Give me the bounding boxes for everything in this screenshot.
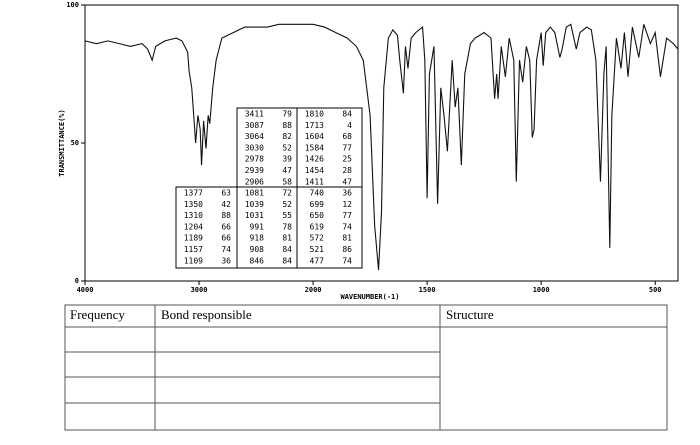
peak-transmittance: 79 bbox=[282, 110, 292, 119]
x-tick-label: 1000 bbox=[533, 286, 550, 294]
table-header: Frequency bbox=[70, 307, 125, 322]
peak-wavenumber: 1310 bbox=[184, 211, 203, 220]
peak-wavenumber: 650 bbox=[310, 211, 325, 220]
peak-transmittance: 39 bbox=[282, 155, 292, 164]
peak-transmittance: 12 bbox=[342, 200, 352, 209]
y-axis-label: TRANSMITTANCE(%) bbox=[58, 109, 66, 176]
peak-transmittance: 66 bbox=[221, 222, 231, 231]
peak-wavenumber: 1081 bbox=[245, 189, 264, 198]
peak-wavenumber: 846 bbox=[250, 256, 265, 265]
peak-wavenumber: 1584 bbox=[305, 143, 324, 152]
peak-transmittance: 4 bbox=[347, 121, 352, 130]
peak-transmittance: 86 bbox=[342, 245, 352, 254]
peak-transmittance: 63 bbox=[221, 189, 231, 198]
peak-transmittance: 81 bbox=[282, 234, 292, 243]
peak-transmittance: 84 bbox=[282, 256, 292, 265]
peak-wavenumber: 3087 bbox=[245, 121, 264, 130]
plot-frame bbox=[84, 4, 679, 282]
peak-wavenumber: 1604 bbox=[305, 132, 324, 141]
peak-transmittance: 77 bbox=[342, 211, 352, 220]
table-header: Bond responsible bbox=[161, 307, 252, 322]
peak-transmittance: 88 bbox=[282, 121, 292, 130]
peak-wavenumber: 3411 bbox=[245, 110, 264, 119]
peak-wavenumber: 3064 bbox=[245, 132, 264, 141]
peak-transmittance: 84 bbox=[342, 110, 352, 119]
peak-wavenumber: 2906 bbox=[245, 177, 264, 186]
peak-transmittance: 36 bbox=[342, 189, 352, 198]
worksheet-table bbox=[64, 304, 668, 431]
table-header: Structure bbox=[446, 307, 494, 322]
peak-wavenumber: 908 bbox=[250, 245, 265, 254]
peak-wavenumber: 521 bbox=[310, 245, 325, 254]
peak-wavenumber: 1810 bbox=[305, 110, 324, 119]
peak-transmittance: 28 bbox=[342, 166, 352, 175]
y-tick-label: 0 bbox=[75, 277, 79, 285]
peak-table-box bbox=[175, 186, 363, 269]
peak-wavenumber: 1350 bbox=[184, 200, 203, 209]
peak-transmittance: 81 bbox=[342, 234, 352, 243]
peak-transmittance: 58 bbox=[282, 177, 292, 186]
x-tick-label: 2000 bbox=[305, 286, 322, 294]
peak-wavenumber: 1454 bbox=[305, 166, 324, 175]
peak-wavenumber: 3030 bbox=[245, 143, 264, 152]
peak-transmittance: 82 bbox=[282, 132, 292, 141]
peak-wavenumber: 1039 bbox=[245, 200, 264, 209]
peak-transmittance: 36 bbox=[221, 256, 231, 265]
peak-transmittance: 74 bbox=[342, 222, 352, 231]
peak-wavenumber: 2939 bbox=[245, 166, 264, 175]
peak-transmittance: 52 bbox=[282, 200, 292, 209]
peak-transmittance: 68 bbox=[342, 132, 352, 141]
peak-wavenumber: 477 bbox=[310, 256, 325, 265]
spectrum-line bbox=[84, 23, 679, 271]
peak-transmittance: 47 bbox=[282, 166, 292, 175]
peak-wavenumber: 1426 bbox=[305, 155, 324, 164]
peak-wavenumber: 740 bbox=[310, 189, 325, 198]
x-tick-label: 3000 bbox=[191, 286, 208, 294]
x-axis-label: WAVENUMBER(-1) bbox=[340, 293, 399, 301]
peak-wavenumber: 1189 bbox=[184, 234, 203, 243]
peak-wavenumber: 1713 bbox=[305, 121, 324, 130]
x-tick-label: 1500 bbox=[419, 286, 436, 294]
peak-wavenumber: 991 bbox=[250, 222, 265, 231]
peak-wavenumber: 1109 bbox=[184, 256, 203, 265]
y-tick-label: 50 bbox=[71, 139, 79, 147]
peak-transmittance: 74 bbox=[221, 245, 231, 254]
peak-wavenumber: 2978 bbox=[245, 155, 264, 164]
peak-transmittance: 42 bbox=[221, 200, 231, 209]
peak-wavenumber: 1204 bbox=[184, 222, 203, 231]
peak-wavenumber: 619 bbox=[310, 222, 325, 231]
peak-transmittance: 72 bbox=[282, 189, 292, 198]
peak-transmittance: 77 bbox=[342, 143, 352, 152]
peak-table-box bbox=[236, 107, 363, 188]
x-tick-label: 4000 bbox=[77, 286, 94, 294]
peak-wavenumber: 1031 bbox=[245, 211, 264, 220]
peak-transmittance: 66 bbox=[221, 234, 231, 243]
peak-transmittance: 55 bbox=[282, 211, 292, 220]
peak-wavenumber: 918 bbox=[250, 234, 265, 243]
peak-wavenumber: 572 bbox=[310, 234, 325, 243]
peak-transmittance: 84 bbox=[282, 245, 292, 254]
peak-transmittance: 47 bbox=[342, 177, 352, 186]
peak-transmittance: 25 bbox=[342, 155, 352, 164]
peak-wavenumber: 1157 bbox=[184, 245, 203, 254]
peak-wavenumber: 699 bbox=[310, 200, 325, 209]
peak-transmittance: 74 bbox=[342, 256, 352, 265]
peak-transmittance: 52 bbox=[282, 143, 292, 152]
y-tick-label: 100 bbox=[66, 1, 79, 9]
peak-transmittance: 78 bbox=[282, 222, 292, 231]
peak-wavenumber: 1377 bbox=[184, 189, 203, 198]
peak-transmittance: 88 bbox=[221, 211, 231, 220]
x-tick-label: 500 bbox=[649, 286, 662, 294]
peak-wavenumber: 1411 bbox=[305, 177, 324, 186]
